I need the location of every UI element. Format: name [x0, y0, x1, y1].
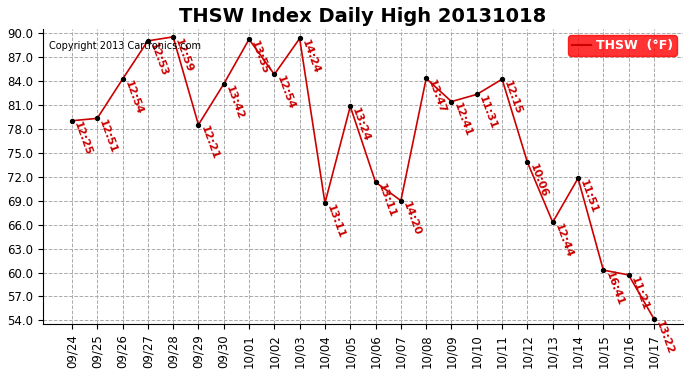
Text: 14:20: 14:20	[401, 201, 422, 237]
Point	[497, 76, 508, 82]
Point	[649, 316, 660, 322]
Text: 13:22: 13:22	[654, 319, 676, 356]
Point	[421, 75, 432, 81]
Text: 11:51: 11:51	[578, 178, 600, 215]
Point	[142, 38, 153, 44]
Text: 12:53: 12:53	[148, 41, 169, 77]
Point	[193, 122, 204, 128]
Point	[345, 104, 356, 110]
Text: 13:11: 13:11	[375, 182, 397, 219]
Text: 12:51: 12:51	[97, 118, 119, 155]
Text: 13:55: 13:55	[249, 39, 270, 76]
Text: 12:44: 12:44	[553, 222, 574, 259]
Point	[244, 36, 255, 42]
Text: 11:21: 11:21	[629, 275, 650, 312]
Point	[598, 267, 609, 273]
Text: 12:54: 12:54	[123, 79, 144, 116]
Text: 12:15: 12:15	[502, 79, 524, 116]
Point	[623, 272, 634, 278]
Text: 13:47: 13:47	[426, 78, 448, 115]
Legend: THSW  (°F): THSW (°F)	[569, 35, 677, 56]
Text: 10:06: 10:06	[527, 162, 549, 199]
Point	[370, 179, 381, 185]
Text: 13:11: 13:11	[325, 203, 346, 240]
Point	[446, 99, 457, 105]
Text: 12:25: 12:25	[72, 121, 93, 158]
Point	[319, 200, 331, 206]
Text: 12:21: 12:21	[199, 125, 220, 162]
Text: 16:41: 16:41	[603, 270, 625, 307]
Text: 12:59: 12:59	[173, 37, 195, 74]
Text: 14:24: 14:24	[299, 39, 322, 75]
Point	[117, 76, 128, 82]
Point	[92, 116, 103, 122]
Point	[547, 219, 558, 225]
Title: THSW Index Daily High 20131018: THSW Index Daily High 20131018	[179, 7, 546, 26]
Text: 13:24: 13:24	[351, 106, 372, 143]
Text: 13:42: 13:42	[224, 84, 245, 121]
Text: 12:54: 12:54	[275, 74, 296, 111]
Point	[269, 71, 280, 77]
Point	[294, 36, 305, 42]
Point	[218, 81, 229, 87]
Point	[395, 198, 406, 204]
Text: 12:41: 12:41	[451, 102, 473, 138]
Text: 11:31: 11:31	[477, 94, 498, 131]
Point	[168, 34, 179, 40]
Point	[573, 175, 584, 181]
Point	[522, 159, 533, 165]
Point	[66, 118, 77, 124]
Point	[471, 92, 482, 98]
Text: Copyright 2013 Cartronics.com: Copyright 2013 Cartronics.com	[49, 41, 201, 51]
